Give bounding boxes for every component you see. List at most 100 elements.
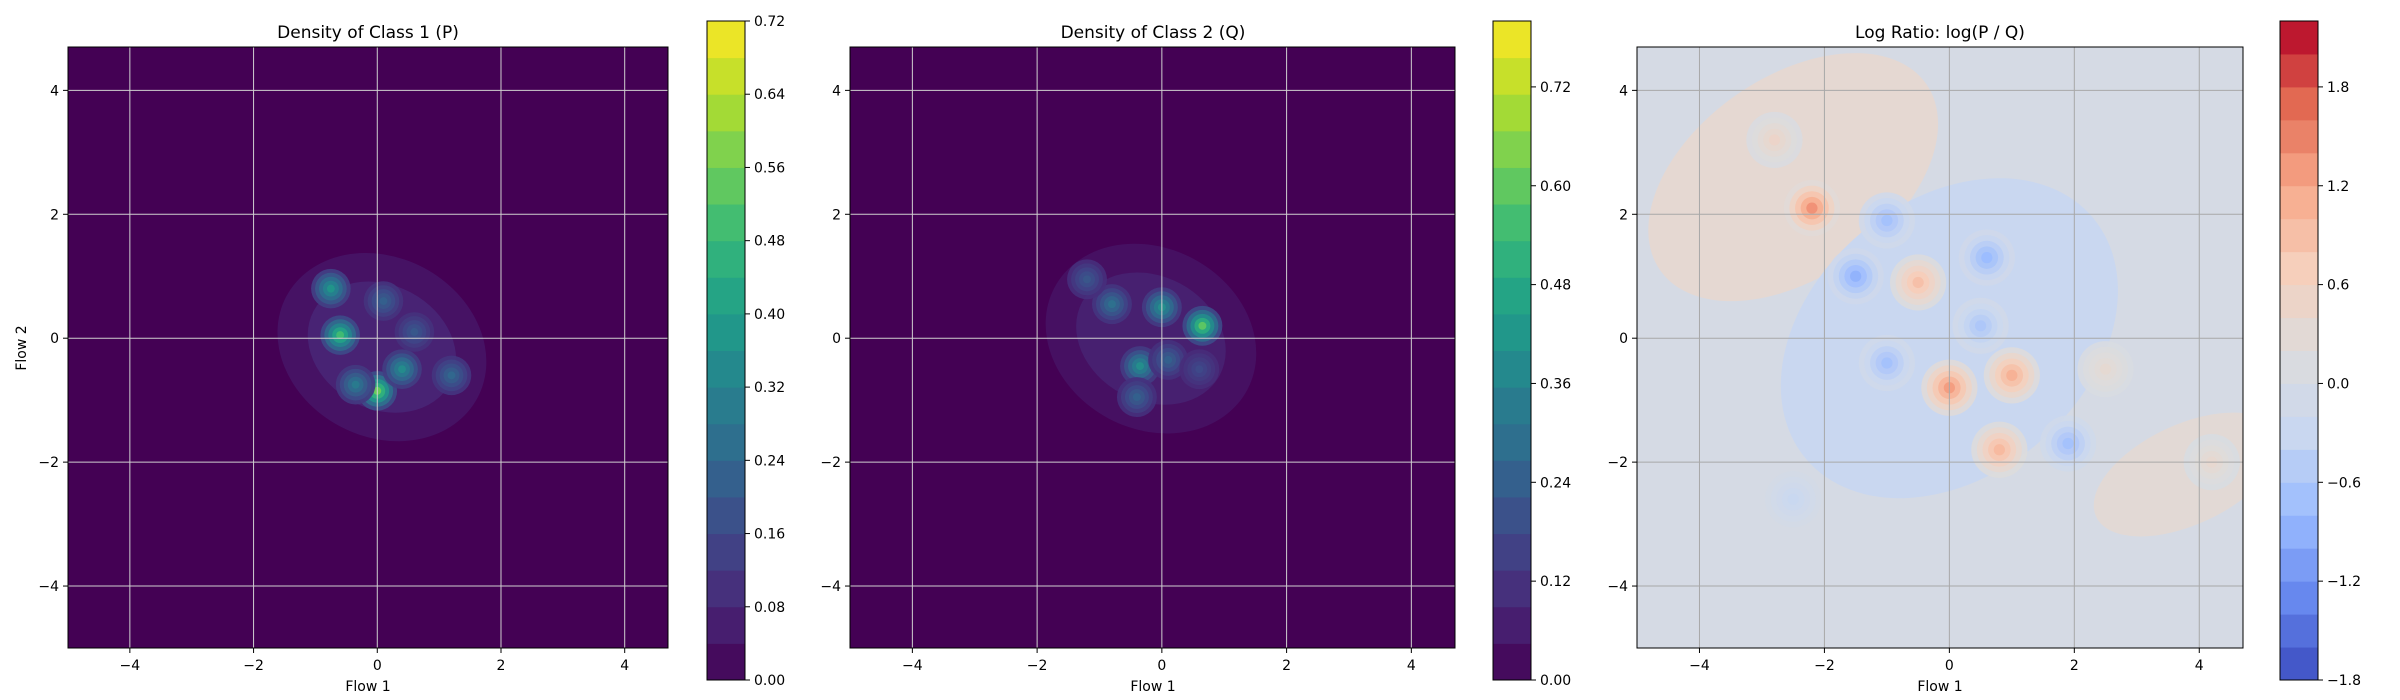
heatmap-peak — [382, 349, 422, 389]
x-tick-label: −4 — [902, 658, 923, 674]
x-tick-label: 4 — [1407, 658, 1416, 674]
x-tick-label: 2 — [497, 658, 506, 674]
heatmap-peak — [2039, 415, 2097, 472]
x-tick-label: −4 — [1689, 658, 1710, 674]
x-axis-ticks: −4 −2 0 2 4 — [120, 648, 629, 674]
colorbar-band — [707, 313, 745, 351]
plot-area — [68, 47, 668, 648]
heatmap-peak — [1890, 254, 1947, 311]
colorbar-band — [1493, 460, 1531, 498]
colorbar-band — [707, 460, 745, 498]
colorbar-outline — [2279, 20, 2319, 681]
colorbar-band — [707, 240, 745, 278]
y-tick-label: −4 — [1607, 579, 1628, 595]
colorbar-band — [1493, 94, 1531, 132]
heatmap-peak — [1765, 471, 1822, 528]
colorbar-band — [2280, 482, 2318, 516]
colorbar-band — [2280, 515, 2318, 549]
colorbar-band — [2280, 119, 2318, 154]
heatmap-peak — [1971, 421, 2028, 478]
heatmap-peak — [1746, 111, 1803, 169]
x-tick-label: 2 — [2070, 658, 2079, 674]
x-tick-label: −2 — [1027, 658, 1048, 674]
colorbar-band — [2280, 548, 2318, 582]
colorbar-band — [707, 204, 745, 242]
y-axis-label: Flow 2 — [14, 325, 30, 370]
heatmap-peak — [1983, 347, 2040, 404]
heatmap-peak — [394, 312, 435, 352]
colorbar-band — [1493, 240, 1531, 278]
colorbar-tick-label: −1.2 — [2327, 574, 2361, 590]
colorbar-band — [2280, 614, 2318, 648]
panel-class1-density: Density of Class 1 (P) −4 −2 0 2 4 −4 −2 0 2 4 F… — [14, 14, 785, 695]
colorbar-tick-label: 0.00 — [1540, 673, 1571, 689]
colorbar-band — [707, 387, 745, 425]
colorbar-band — [1493, 533, 1531, 571]
plot-frame — [849, 46, 1456, 649]
heatmap-peak — [1783, 179, 1841, 237]
colorbar-tick-label: 0.32 — [754, 380, 785, 396]
heatmap-peak — [1182, 305, 1223, 346]
colorbar-tick-label: 0.16 — [754, 527, 785, 543]
heatmap-peak — [1958, 229, 2015, 286]
colorbar-band — [707, 130, 745, 168]
panel-title: Density of Class 2 (Q) — [1061, 23, 1246, 43]
colorbar: −1.8 −1.2 −0.6 0.0 0.6 1.2 1.8 — [2279, 20, 2361, 689]
colorbar-band — [1493, 643, 1531, 681]
colorbar-ticks: 0.00 0.12 0.24 0.36 0.48 0.60 0.72 — [1492, 20, 1571, 689]
grid — [68, 47, 668, 648]
colorbar-band — [1493, 387, 1531, 425]
panel-title: Log Ratio: log(P / Q) — [1855, 23, 2025, 43]
colorbar-band — [707, 94, 745, 132]
colorbar-band — [2280, 185, 2318, 220]
colorbar-band — [707, 533, 745, 571]
colorbar-tick-label: 0.08 — [754, 600, 785, 616]
x-axis-label: Flow 1 — [345, 679, 390, 695]
colorbar-band — [1493, 167, 1531, 205]
heatmap-peak — [1858, 192, 1916, 249]
colorbar-tick-label: 1.8 — [2327, 80, 2349, 96]
colorbar-band — [707, 606, 745, 644]
heatmap-peak — [1120, 346, 1160, 387]
x-tick-label: 0 — [1157, 658, 1166, 674]
colorbar-tick-label: −0.6 — [2327, 475, 2361, 491]
x-axis-ticks: −4 −2 0 2 4 — [1689, 648, 2204, 674]
colorbar-tick-label: 0.24 — [1540, 475, 1571, 491]
colorbar-tick-label: −1.8 — [2327, 673, 2361, 689]
y-tick-label: 0 — [832, 331, 841, 347]
colorbar-band — [1493, 606, 1531, 644]
colorbar-outline — [1492, 20, 1532, 681]
y-tick-label: 0 — [50, 331, 59, 347]
x-tick-label: −2 — [243, 658, 264, 674]
x-tick-label: 0 — [373, 658, 382, 674]
heatmap-peak — [1827, 248, 1884, 305]
colorbar-band — [1493, 130, 1531, 168]
heatmap-peak — [2077, 341, 2134, 398]
colorbar-band — [1493, 204, 1531, 242]
y-tick-label: −4 — [820, 579, 841, 595]
colorbar-band — [2280, 53, 2318, 88]
colorbar-band — [707, 57, 745, 95]
heatmap-peak — [363, 281, 404, 321]
colorbar-band — [707, 496, 745, 535]
colorbar-tick-label: 0.48 — [1540, 278, 1571, 294]
grid — [1637, 47, 2243, 648]
colorbar: 0.00 0.08 0.16 0.24 0.32 0.40 0.48 0.56 0.64 0.72 — [706, 14, 785, 689]
colorbar-band — [707, 423, 745, 461]
y-tick-label: 4 — [1619, 83, 1628, 99]
heatmap-peak — [335, 364, 376, 405]
colorbar-tick-label: 0.40 — [754, 307, 785, 323]
colorbar-tick-label: 0.72 — [1540, 80, 1571, 96]
x-tick-label: 0 — [1945, 658, 1954, 674]
colorbar: 0.00 0.12 0.24 0.36 0.48 0.60 0.72 — [1492, 20, 1571, 689]
colorbar-band — [707, 643, 745, 681]
y-axis-ticks: −4 −2 0 2 4 — [820, 83, 850, 595]
plot-frame — [67, 46, 669, 649]
colorbar-band — [1493, 423, 1531, 461]
colorbar-outline — [706, 20, 746, 681]
plot-area — [1637, 47, 2243, 648]
colorbar-band — [2280, 383, 2318, 417]
colorbar-band — [2280, 581, 2318, 615]
colorbar-band — [2280, 86, 2318, 121]
